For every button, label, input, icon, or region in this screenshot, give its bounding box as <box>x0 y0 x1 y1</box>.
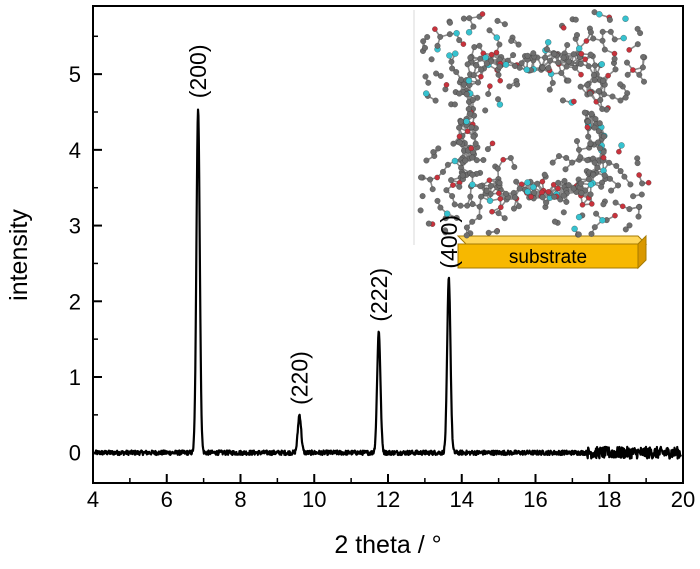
y-tick-label: 0 <box>69 441 81 466</box>
y-tick-label: 5 <box>69 62 81 87</box>
y-axis-label: intensity <box>5 209 33 301</box>
peak-label: (220) <box>287 351 313 405</box>
peak-labels: (200) (220) (222) (400) <box>185 44 462 404</box>
x-tick-label: 4 <box>87 487 99 512</box>
x-tick-label: 8 <box>234 487 246 512</box>
y-tick-label: 3 <box>69 214 81 239</box>
x-tick-label: 18 <box>597 487 621 512</box>
x-tick-label: 20 <box>671 487 695 512</box>
substrate-top <box>458 236 646 244</box>
x-axis-label: 2 theta / ° <box>334 531 441 559</box>
x-tick-label: 14 <box>450 487 474 512</box>
peak-label: (400) <box>436 215 462 269</box>
y-tick-label: 1 <box>69 365 81 390</box>
x-tick-label: 12 <box>376 487 400 512</box>
x-tick-label: 6 <box>161 487 173 512</box>
x-tick-label: 10 <box>302 487 326 512</box>
substrate-label: substrate <box>509 247 587 268</box>
framework-structure <box>418 9 651 238</box>
y-tick-label: 2 <box>69 289 81 314</box>
peak-label: (222) <box>366 268 392 322</box>
x-tick-label: 16 <box>523 487 547 512</box>
y-tick-label: 4 <box>69 138 81 163</box>
peak-label: (200) <box>185 44 211 98</box>
